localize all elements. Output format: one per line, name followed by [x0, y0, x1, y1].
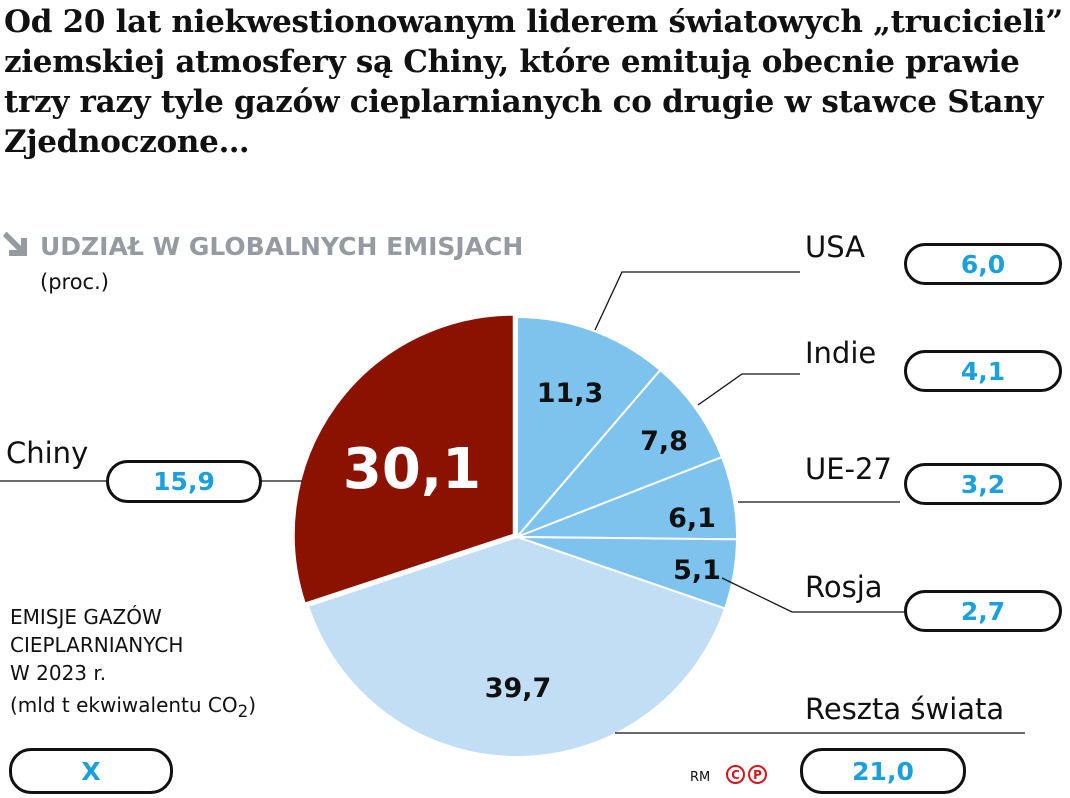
- pie-slice-reszta-wiata: [306, 535, 727, 758]
- label-chiny: Chiny: [6, 436, 89, 470]
- chart-subtitle: UDZIAŁ W GLOBALNYCH EMISJACH: [40, 232, 524, 261]
- value-box-rosja: 2,7: [904, 590, 1062, 632]
- slice-label-ue: 6,1: [668, 503, 716, 534]
- phonogram-icon: P: [748, 765, 767, 784]
- value-box-chiny: 15,9: [106, 460, 262, 503]
- slice-label-reszta: 39,7: [485, 673, 552, 704]
- slice-label-usa: 11,3: [537, 378, 604, 409]
- note-text: (mld t ekwiwalentu CO: [10, 693, 238, 717]
- value-box-reszta: 21,0: [800, 748, 966, 794]
- leader-line-rosja: [721, 577, 905, 613]
- label-rosja: Rosja: [805, 570, 883, 604]
- emissions-note: EMISJE GAZÓW CIEPLARNIANYCH W 2023 r. (m…: [10, 603, 256, 726]
- value-box-usa: 6,0: [904, 243, 1062, 285]
- leader-line-indie: [697, 373, 800, 406]
- label-reszta: Reszta świata: [805, 692, 1005, 726]
- label-indie: Indie: [805, 336, 877, 370]
- copyright-icon: C: [726, 765, 745, 784]
- unit-label: (proc.): [40, 270, 109, 294]
- slice-label-indie: 7,8: [640, 426, 688, 457]
- value-box-total: X: [9, 748, 173, 794]
- headline: Od 20 lat niekwestionowanym liderem świa…: [4, 4, 1063, 160]
- slice-label-rosja: 5,1: [673, 555, 721, 586]
- slice-label-chiny: 30,1: [343, 437, 481, 502]
- note-line: EMISJE GAZÓW: [10, 605, 162, 629]
- note-line: CIEPLARNIANYCH: [10, 633, 184, 657]
- note-subscript: 2: [237, 702, 249, 721]
- value-box-ue: 3,2: [904, 463, 1062, 505]
- pie-slice-chiny: [292, 313, 515, 605]
- note-line: (mld t ekwiwalentu CO2): [10, 691, 256, 726]
- label-usa: USA: [805, 230, 866, 264]
- author-credit: RM: [690, 770, 711, 785]
- pie-slice-usa: [516, 315, 662, 540]
- value-box-indie: 4,1: [904, 350, 1062, 392]
- label-ue: UE-27: [805, 452, 892, 486]
- leader-line-usa: [594, 271, 800, 331]
- pie-slice-indie: [516, 368, 724, 538]
- arrow-down-right-icon: [3, 232, 27, 256]
- note-line: W 2023 r.: [10, 661, 107, 685]
- note-text: ): [248, 693, 257, 717]
